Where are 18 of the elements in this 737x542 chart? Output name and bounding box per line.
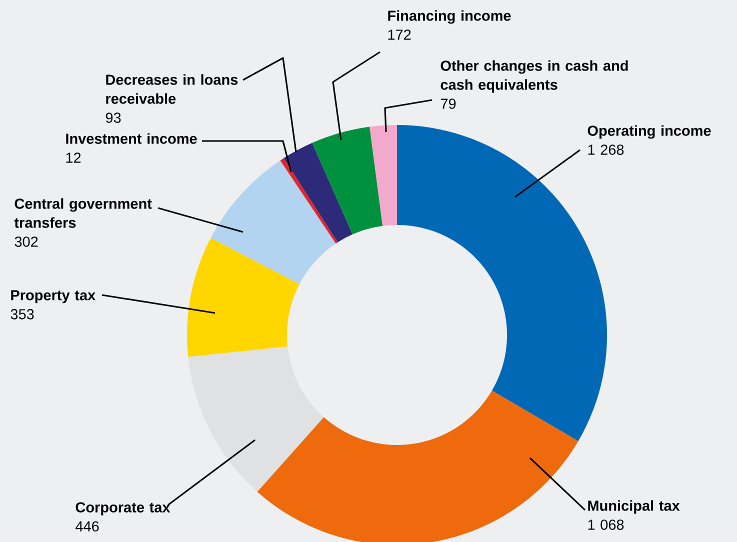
slice-label: Corporate tax [76,502,170,516]
slice-label: Operating income [588,125,711,139]
slice-label: Property tax [11,290,96,304]
slice-label: Decreases in loans receivable [106,74,238,104]
data-label: 79 [440,98,456,109]
data-label: 353 [10,309,34,320]
data-label: 1 068 [588,520,624,530]
data-label: 93 [106,112,121,123]
data-label: 172 [388,30,411,40]
slice-label: Other changes in cash and cash equivalents [440,60,628,93]
data-label: 1 268 [588,144,624,155]
slice-label: Central government transfers [14,198,152,228]
slice-label: Investment income [66,133,197,144]
data-label: 302 [14,236,38,247]
slice-label: Financing income [388,10,511,24]
data-label: 446 [76,521,99,532]
data-label: 12 [66,152,81,163]
slice-label: Municipal tax [588,500,680,514]
